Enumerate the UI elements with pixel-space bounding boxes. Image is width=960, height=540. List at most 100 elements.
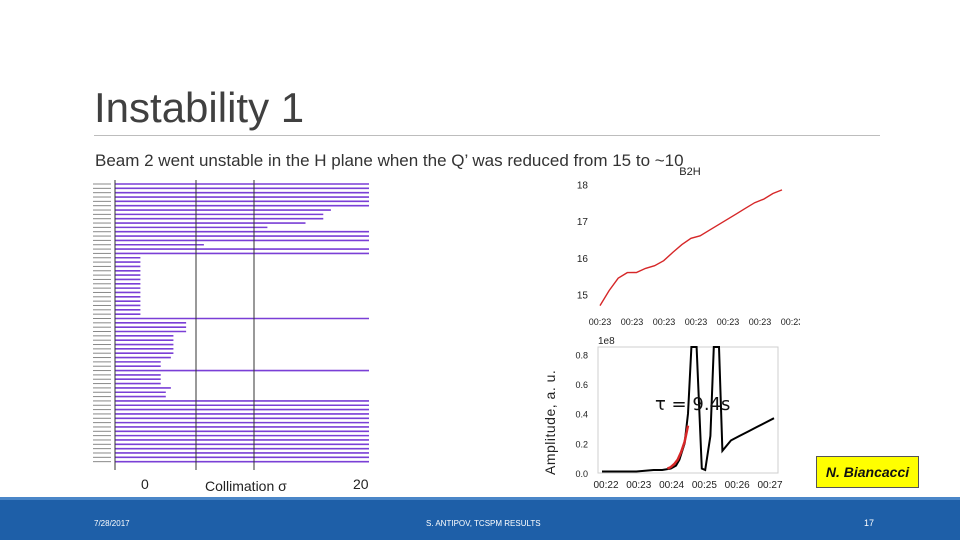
amplitude-xtick: 00:24 (659, 480, 684, 491)
b2h-xtick: 00:23 (685, 317, 708, 327)
collimation-row-label (93, 430, 111, 432)
b2h-xtick: 00:23 (589, 317, 612, 327)
collimation-row-label (93, 374, 111, 376)
b2h-ytick: 16 (577, 254, 589, 265)
collimation-row-label (93, 218, 111, 220)
collimation-row-label (93, 252, 111, 254)
collimation-row-label (93, 326, 111, 328)
collimation-tick-20: 20 (353, 476, 369, 492)
collimation-row-label (93, 404, 111, 406)
collimation-row-label (93, 452, 111, 454)
collimation-row-label (93, 413, 111, 415)
amplitude-scale-label: 1e8 (598, 336, 615, 347)
amplitude-xtick: 00:27 (757, 480, 782, 491)
collimation-row-label (93, 409, 111, 411)
b2h-xtick: 00:23 (781, 317, 800, 327)
collimation-row-label (93, 270, 111, 272)
collimation-row-label (93, 335, 111, 337)
b2h-xtick: 00:23 (653, 317, 676, 327)
collimation-row-label (93, 396, 111, 398)
amplitude-ylabel: Amplitude, a. u. (542, 369, 558, 475)
amplitude-ytick: 0.4 (575, 410, 588, 420)
collimation-row-label (93, 291, 111, 293)
b2h-ytick: 17 (577, 217, 589, 228)
amplitude-chart: 1e8 0.0 0.2 0.4 0.6 0.8 00:22 00:23 00:24 00:25 00… (575, 336, 782, 491)
collimation-row-label (93, 443, 111, 445)
collimation-row-label (93, 196, 111, 198)
collimation-row-label (93, 378, 111, 380)
b2h-series-line (599, 189, 783, 306)
collimation-row-label (93, 313, 111, 315)
collimation-row-label (93, 200, 111, 202)
collimation-row-label (93, 265, 111, 267)
collimation-row-label (93, 278, 111, 280)
b2h-title: B2H (679, 166, 700, 178)
collimation-row-label (93, 426, 111, 428)
amplitude-xtick: 00:26 (725, 480, 750, 491)
collimation-plot-bg (93, 180, 375, 470)
collimation-row-label (93, 222, 111, 224)
collimation-row-label (93, 209, 111, 211)
page-number: 17 (864, 518, 875, 528)
collimation-xlabel: Collimation σ (205, 478, 287, 494)
collimation-row-label (93, 439, 111, 441)
collimation-row-label (93, 435, 111, 437)
slide-subtitle: Beam 2 went unstable in the H plane when… (95, 151, 684, 170)
collimation-row-label (93, 331, 111, 333)
collimation-row-label (93, 205, 111, 207)
collimation-tick-0: 0 (141, 476, 149, 492)
collimation-row-label (93, 244, 111, 246)
collimation-row-label (93, 231, 111, 233)
collimation-row-label (93, 317, 111, 319)
credit-badge: N. Biancacci (816, 456, 919, 488)
collimation-row-label (93, 183, 111, 185)
collimation-chart-canvas (93, 180, 375, 470)
collimation-row-label (93, 287, 111, 289)
collimation-row-label (93, 274, 111, 276)
collimation-row-label (93, 261, 111, 263)
collimation-row-label (93, 456, 111, 458)
collimation-row-label (93, 226, 111, 228)
collimation-row-label (93, 309, 111, 311)
collimation-row-label (93, 257, 111, 259)
collimation-row-label (93, 304, 111, 306)
collimation-row-label (93, 187, 111, 189)
footer-date: 7/28/2017 (94, 519, 130, 528)
collimation-row-label (93, 365, 111, 367)
amplitude-frame (597, 346, 779, 474)
collimation-row-label (93, 361, 111, 363)
amplitude-xtick: 00:25 (692, 480, 717, 491)
collimation-row-label (93, 391, 111, 393)
collimation-row-label (93, 339, 111, 341)
collimation-row-label (93, 370, 111, 372)
amplitude-xtick: 00:23 (626, 480, 651, 491)
collimation-row-label (93, 248, 111, 250)
b2h-xtick: 00:23 (621, 317, 644, 327)
collimation-row-label (93, 400, 111, 402)
collimation-row-label (93, 461, 111, 463)
collimation-row-label (93, 352, 111, 354)
collimation-row-label (93, 448, 111, 450)
collimation-row-label (93, 235, 111, 237)
collimation-row-label (93, 300, 111, 302)
amplitude-ytick: 0.0 (575, 469, 588, 479)
collimation-row-label (93, 192, 111, 194)
collimation-row-label (93, 422, 111, 424)
b2h-xtick: 00:23 (717, 317, 740, 327)
collimation-row-label (93, 322, 111, 324)
title-divider (94, 135, 880, 136)
xlabel-background (196, 470, 300, 500)
amplitude-series-line (602, 346, 775, 473)
tau-annotation: τ = 9.4s (655, 394, 730, 415)
collimation-row-label (93, 348, 111, 350)
footer-title: S. ANTIPOV, TCSPM RESULTS (426, 519, 541, 528)
collimation-row-label (93, 283, 111, 285)
amplitude-ytick: 0.6 (575, 380, 588, 390)
footer-accent (0, 497, 960, 500)
b2h-ytick: 18 (577, 180, 589, 191)
b2h-xtick: 00:23 (749, 317, 772, 327)
amplitude-ytick: 0.2 (575, 439, 588, 449)
collimation-chart (93, 180, 375, 470)
b2h-ytick: 15 (577, 291, 589, 302)
collimation-row-label (93, 387, 111, 389)
